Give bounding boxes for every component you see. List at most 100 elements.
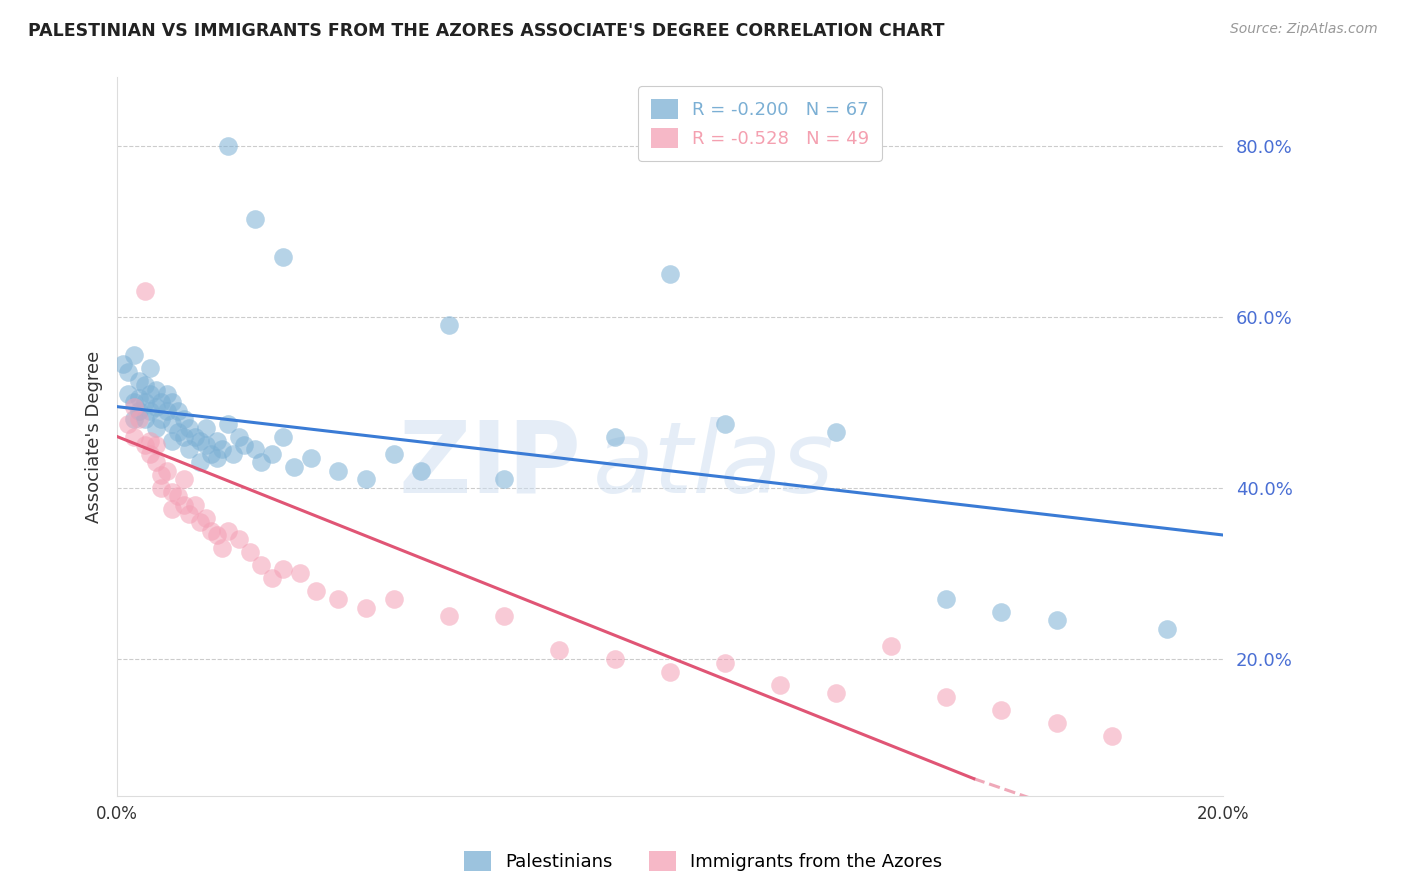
Point (183, 498, 205, 512)
Point (145, 400, 167, 414)
Point (824, 425, 846, 440)
Legend: Palestinians, Immigrants from the Azores: Palestinians, Immigrants from the Azores (457, 844, 949, 879)
Point (328, 464, 350, 478)
Point (122, 395, 145, 409)
Text: ZIP: ZIP (398, 417, 582, 514)
Point (260, 447, 283, 461)
Point (382, 447, 405, 461)
Point (173, 498, 195, 512)
Point (134, 378, 156, 392)
Text: PALESTINIAN VS IMMIGRANTS FROM THE AZORES ASSOCIATE'S DEGREE CORRELATION CHART: PALESTINIAN VS IMMIGRANTS FROM THE AZORE… (28, 22, 945, 40)
Point (211, 541, 233, 555)
Point (233, 438, 256, 452)
Point (245, 442, 267, 457)
Point (200, 447, 222, 461)
Point (1101, 729, 1123, 743)
Point (603, 429, 626, 443)
Point (283, 459, 305, 474)
Point (188, 434, 211, 448)
Point (211, 442, 233, 457)
Point (714, 657, 737, 671)
Point (250, 558, 273, 572)
Point (935, 690, 957, 705)
Point (117, 417, 139, 431)
Point (299, 450, 322, 465)
Point (228, 533, 250, 547)
Point (271, 429, 294, 443)
Point (494, 609, 516, 624)
Point (205, 450, 228, 465)
Point (288, 566, 311, 581)
Point (354, 472, 377, 486)
Point (134, 284, 156, 298)
Point (245, 211, 267, 226)
Point (494, 472, 516, 486)
Point (173, 472, 195, 486)
Point (205, 434, 228, 448)
Point (200, 524, 222, 538)
Point (194, 438, 217, 452)
Legend: R = -0.200   N = 67, R = -0.528   N = 49: R = -0.200 N = 67, R = -0.528 N = 49 (638, 87, 882, 161)
Point (173, 429, 195, 443)
Point (1046, 716, 1069, 731)
Point (188, 515, 211, 529)
Point (122, 400, 145, 414)
Point (382, 592, 405, 607)
Point (271, 562, 294, 576)
Point (239, 545, 262, 559)
Point (139, 434, 162, 448)
Point (145, 438, 167, 452)
Point (990, 703, 1012, 717)
Point (177, 421, 200, 435)
Point (156, 387, 179, 401)
Point (228, 429, 250, 443)
Point (162, 434, 184, 448)
Point (145, 421, 167, 435)
Point (658, 267, 681, 281)
Point (217, 417, 239, 431)
Point (173, 412, 195, 426)
Point (167, 425, 190, 440)
Point (128, 412, 150, 426)
Point (1046, 614, 1069, 628)
Point (548, 643, 571, 657)
Point (769, 677, 792, 691)
Point (177, 442, 200, 457)
Point (111, 357, 134, 371)
Point (183, 429, 205, 443)
Point (990, 605, 1012, 619)
Point (156, 464, 179, 478)
Y-axis label: Associate's Degree: Associate's Degree (86, 351, 103, 523)
Point (128, 404, 150, 418)
Point (411, 464, 433, 478)
Point (305, 583, 328, 598)
Point (150, 481, 173, 495)
Point (134, 412, 156, 426)
Point (162, 502, 184, 516)
Point (328, 592, 350, 607)
Point (162, 417, 184, 431)
Point (167, 404, 190, 418)
Point (117, 387, 139, 401)
Point (177, 507, 200, 521)
Point (117, 366, 139, 380)
Point (437, 609, 460, 624)
Point (250, 455, 273, 469)
Point (658, 665, 681, 679)
Point (271, 250, 294, 264)
Text: atlas: atlas (592, 417, 834, 514)
Point (122, 348, 145, 362)
Point (217, 524, 239, 538)
Point (205, 528, 228, 542)
Point (880, 639, 903, 653)
Point (714, 417, 737, 431)
Point (134, 438, 156, 452)
Point (156, 404, 179, 418)
Point (128, 391, 150, 405)
Point (162, 485, 184, 500)
Point (188, 455, 211, 469)
Point (603, 652, 626, 666)
Point (935, 592, 957, 607)
Point (194, 421, 217, 435)
Point (122, 429, 145, 443)
